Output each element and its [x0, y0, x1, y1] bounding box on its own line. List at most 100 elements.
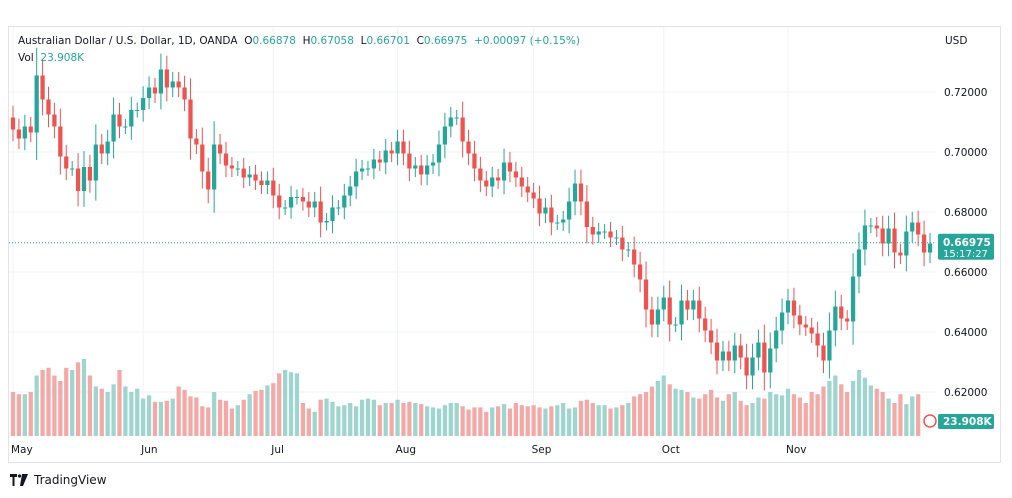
candle-body — [123, 126, 128, 128]
volume-bar — [141, 398, 146, 436]
volume-bar — [176, 386, 181, 436]
candle-body — [389, 150, 394, 154]
volume-bar — [596, 405, 601, 436]
candle-body — [330, 207, 335, 221]
candle-body — [93, 144, 98, 181]
close-value: 0.66975 — [423, 35, 468, 47]
volume-tag-value: 23.908K — [943, 416, 993, 428]
volume-bar — [626, 403, 631, 436]
candle-body — [146, 87, 152, 98]
volume-bar — [16, 394, 22, 436]
volume-bar — [10, 392, 16, 436]
candle-body — [667, 297, 672, 325]
candle-body — [395, 141, 400, 154]
volume-bar — [537, 407, 542, 436]
candle-body — [22, 126, 27, 139]
change-value: +0.00097 (+0.15%) — [474, 35, 580, 47]
volume-bar — [566, 408, 572, 436]
volume-bar — [158, 401, 164, 436]
candle-body — [241, 168, 246, 178]
volume-bar — [58, 381, 63, 436]
candle-body — [472, 153, 477, 169]
candle-body — [111, 114, 116, 142]
candle-body — [596, 231, 601, 235]
volume-bar — [70, 370, 75, 436]
volume-bar — [845, 392, 850, 436]
brand-label[interactable]: TradingView — [34, 473, 107, 487]
candle-body — [277, 195, 282, 208]
volume-bar — [898, 394, 903, 436]
candle-body — [484, 180, 489, 187]
candle-body — [549, 207, 554, 223]
price-tag-value: 0.66975 — [943, 237, 991, 249]
volume-bar — [265, 385, 270, 436]
volume-bar — [910, 396, 915, 436]
candle-body — [856, 249, 862, 277]
volume-bar — [436, 408, 442, 436]
volume-bar — [501, 404, 507, 436]
candle-body — [430, 162, 436, 166]
candle-body — [555, 222, 560, 224]
volume-bar — [495, 406, 501, 436]
volume-bar — [697, 398, 702, 436]
candle-body — [359, 168, 365, 172]
volume-bar — [164, 400, 169, 436]
volume-bar — [200, 406, 205, 436]
volume-bar — [472, 407, 477, 436]
volume-bar — [383, 403, 388, 436]
volume-bar — [99, 388, 104, 436]
candle-body — [685, 300, 690, 310]
candle-body — [513, 171, 519, 178]
candle-body — [632, 249, 637, 265]
candle-body — [750, 357, 755, 376]
volume-bar — [460, 406, 465, 436]
volume-bar — [484, 411, 489, 436]
volume-bar — [419, 404, 424, 436]
volume-bar — [241, 399, 246, 436]
volume-bar — [531, 405, 536, 436]
volume-bar — [454, 403, 459, 436]
candle-body — [649, 309, 655, 325]
volume-bar — [821, 386, 826, 436]
candle-body — [52, 114, 57, 127]
candle-body — [294, 197, 300, 198]
volume-bar — [312, 411, 317, 436]
volume-bar — [667, 384, 672, 436]
chart-frame — [8, 26, 1001, 463]
volume-bar — [424, 406, 430, 436]
candle-body — [495, 177, 501, 181]
candle-body — [342, 195, 347, 208]
candle-body — [401, 141, 406, 154]
volume-bar — [714, 397, 720, 436]
candle-body — [176, 81, 181, 88]
candle-body — [779, 312, 785, 331]
volume-bar — [608, 408, 613, 436]
close-label: C — [416, 35, 424, 47]
candle-body — [697, 300, 702, 319]
candle-body — [768, 348, 773, 373]
volume-bar — [354, 406, 359, 436]
volume-bar — [330, 401, 335, 436]
candle-body — [64, 156, 69, 169]
candle-body — [703, 318, 708, 331]
volume-bar — [306, 408, 311, 436]
low-value: 0.66701 — [366, 35, 410, 47]
volume-bar — [194, 397, 199, 436]
volume-bar — [578, 400, 584, 436]
candle-body — [117, 114, 122, 127]
candle-body — [46, 99, 51, 115]
volume-bar — [685, 392, 690, 436]
volume-bar — [212, 392, 217, 436]
volume-bar — [28, 392, 33, 436]
volume-bar — [720, 400, 726, 436]
candle-body — [454, 117, 459, 119]
volume-bar — [809, 392, 814, 436]
volume-bar — [52, 375, 57, 436]
volume-bar — [750, 403, 755, 436]
candle-body — [413, 165, 418, 169]
candle-body — [833, 306, 838, 331]
candle-body — [531, 192, 536, 199]
candle-body — [170, 81, 175, 88]
candle-body — [265, 180, 270, 185]
